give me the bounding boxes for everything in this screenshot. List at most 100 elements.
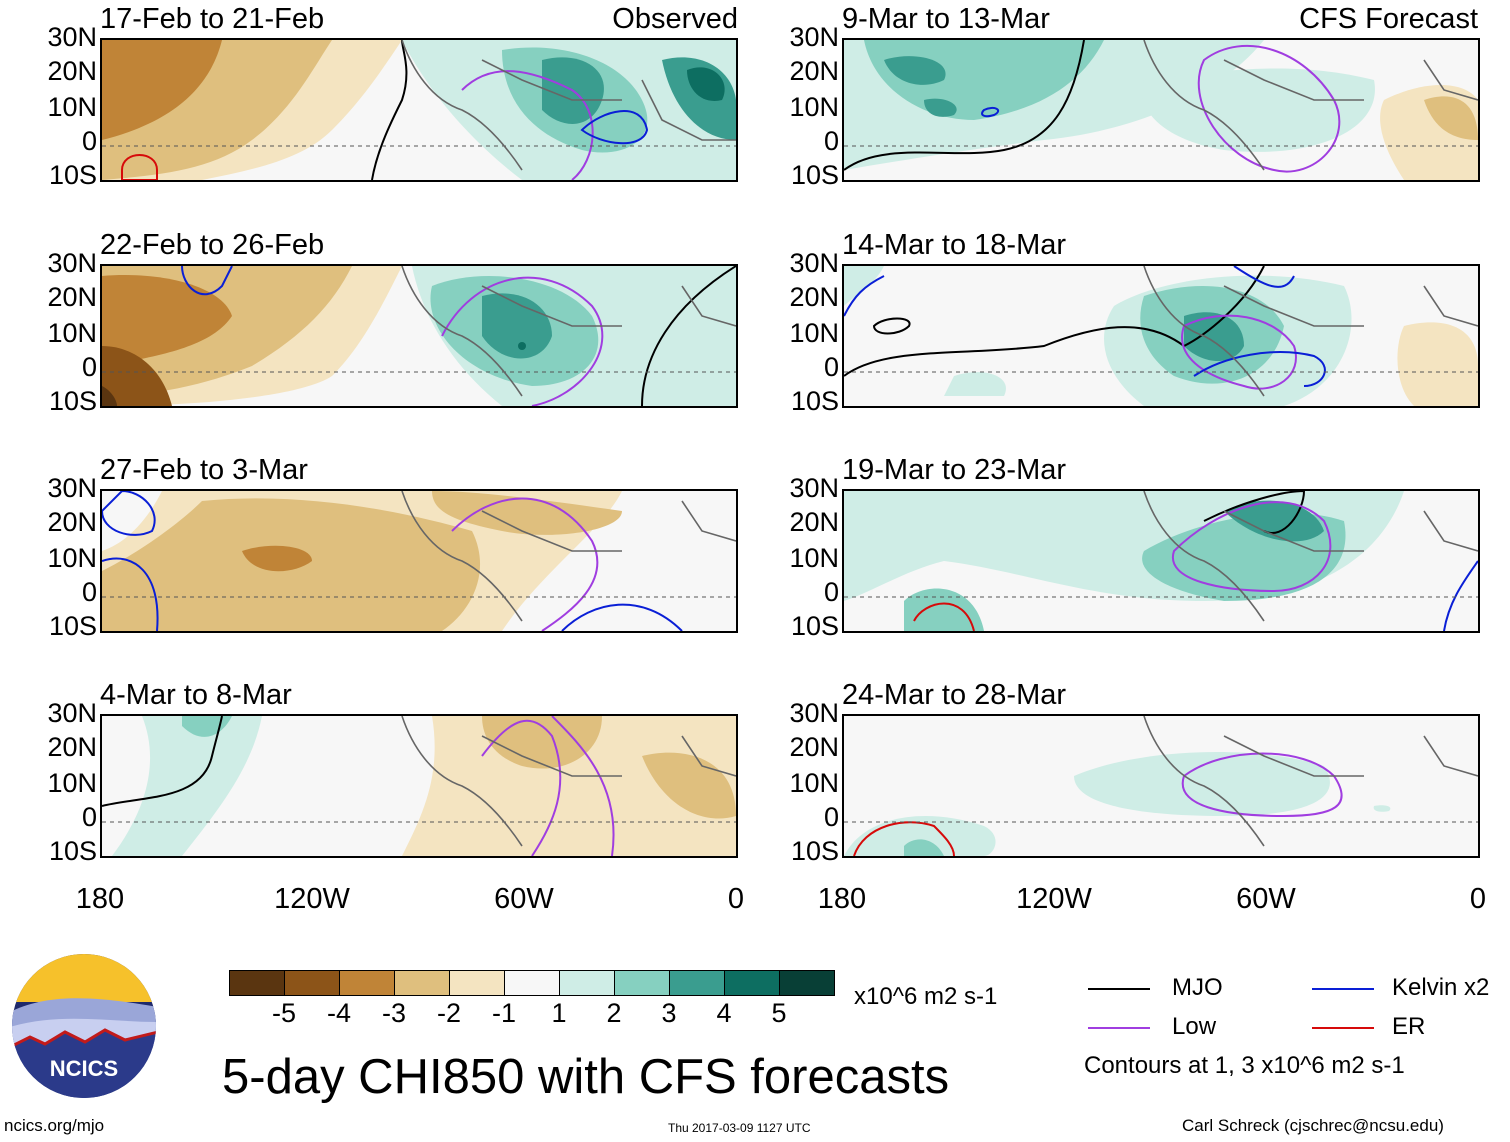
map-panel-forecast-1 — [842, 38, 1480, 182]
lat-label-left-1-0: 30N — [47, 22, 97, 52]
colorbar-swatch-9 — [724, 970, 780, 996]
lat-label-left-3-4: 10S — [48, 611, 97, 641]
lat-label-left-4-2: 10N — [47, 768, 97, 798]
lat-label-left-4-0: 30N — [47, 698, 97, 728]
lon-label-left-3: 0 — [727, 883, 745, 915]
lat-label-right-4-4: 10S — [790, 836, 839, 866]
map-panel-observed-4 — [100, 714, 738, 858]
lat-label-right-4-3: 0 — [823, 802, 839, 832]
lon-label-right-0: 180 — [817, 883, 867, 915]
lat-label-right-2-2: 10N — [789, 318, 839, 348]
colorbar-swatch-3 — [394, 970, 450, 996]
colorbar-swatch-5 — [504, 970, 560, 996]
lat-label-right-2-3: 0 — [823, 352, 839, 382]
lat-label-left-2-4: 10S — [48, 386, 97, 416]
timestamp: Thu 2017-03-09 1127 UTC — [668, 1121, 811, 1135]
map-panel-observed-2 — [100, 264, 738, 408]
lon-label-right-2: 60W — [1236, 883, 1296, 915]
lat-label-right-1-3: 0 — [823, 126, 839, 156]
lon-label-left-2: 60W — [494, 883, 554, 915]
lat-label-left-3-2: 10N — [47, 543, 97, 573]
colorbar — [229, 970, 835, 996]
map-panel-forecast-4 — [842, 714, 1480, 858]
colorbar-label-5: 1 — [551, 998, 567, 1028]
colorbar-label-4: -1 — [491, 998, 516, 1028]
map-panel-forecast-2 — [842, 264, 1480, 408]
colorbar-swatch-6 — [559, 970, 615, 996]
lat-label-left-1-1: 20N — [47, 56, 97, 86]
source-url[interactable]: ncics.org/mjo — [4, 1116, 105, 1135]
lat-label-right-2-0: 30N — [789, 248, 839, 278]
colorbar-swatch-4 — [449, 970, 505, 996]
lat-label-right-1-1: 20N — [789, 56, 839, 86]
lat-label-right-1-0: 30N — [789, 22, 839, 52]
author-credit: Carl Schreck (cjschrec@ncsu.edu) — [1182, 1116, 1444, 1135]
lat-label-left-3-1: 20N — [47, 507, 97, 537]
observed-label: Observed — [612, 3, 738, 35]
lat-label-left-3-3: 0 — [81, 577, 97, 607]
colorbar-label-8: 4 — [716, 998, 732, 1028]
legend-low-label: Low — [1172, 1013, 1217, 1040]
map-panel-forecast-3 — [842, 489, 1480, 633]
lat-label-right-2-4: 10S — [790, 386, 839, 416]
lat-label-right-1-4: 10S — [790, 160, 839, 190]
cfs-forecast-label: CFS Forecast — [1299, 3, 1478, 35]
lat-label-left-2-0: 30N — [47, 248, 97, 278]
panel-title-left-3: 27-Feb to 3-Mar — [100, 454, 308, 486]
map-panel-observed-3 — [100, 489, 738, 633]
lat-label-right-3-3: 0 — [823, 577, 839, 607]
lat-label-left-2-3: 0 — [81, 352, 97, 382]
colorbar-swatch-1 — [284, 970, 340, 996]
legend-low-line — [1088, 1027, 1150, 1029]
colorbar-label-6: 2 — [606, 998, 622, 1028]
colorbar-label-1: -4 — [326, 998, 351, 1028]
lat-label-right-3-1: 20N — [789, 507, 839, 537]
lat-label-right-4-2: 10N — [789, 768, 839, 798]
colorbar-swatch-10 — [779, 970, 835, 996]
colorbar-label-3: -2 — [436, 998, 461, 1028]
colorbar-swatch-8 — [669, 970, 725, 996]
lat-label-left-3-0: 30N — [47, 473, 97, 503]
legend-mjo-label: MJO — [1172, 974, 1223, 1001]
panel-title-left-2: 22-Feb to 26-Feb — [100, 229, 325, 261]
lon-label-left-0: 180 — [75, 883, 125, 915]
lat-label-left-4-4: 10S — [48, 836, 97, 866]
panel-title-right-4: 24-Mar to 28-Mar — [842, 679, 1067, 711]
lat-label-left-1-4: 10S — [48, 160, 97, 190]
panel-title-left-1: 17-Feb to 21-Feb — [100, 3, 325, 35]
colorbar-swatch-2 — [339, 970, 395, 996]
legend-note: Contours at 1, 3 x10^6 m2 s-1 — [1084, 1052, 1405, 1079]
lat-label-right-2-1: 20N — [789, 282, 839, 312]
lon-label-right-3: 0 — [1469, 883, 1487, 915]
legend-mjo-line — [1088, 988, 1150, 990]
colorbar-swatch-7 — [614, 970, 670, 996]
lat-label-left-4-1: 20N — [47, 732, 97, 762]
lat-label-left-1-3: 0 — [81, 126, 97, 156]
lat-label-right-3-4: 10S — [790, 611, 839, 641]
logo-text: NCICS — [50, 1056, 118, 1081]
panel-title-right-3: 19-Mar to 23-Mar — [842, 454, 1067, 486]
legend-kelvin-label: Kelvin x2 — [1392, 974, 1490, 1001]
legend-er-line — [1312, 1027, 1374, 1029]
lon-label-right-1: 120W — [1016, 883, 1092, 915]
colorbar-label-0: -5 — [271, 998, 296, 1028]
lat-label-left-2-2: 10N — [47, 318, 97, 348]
lat-label-right-3-0: 30N — [789, 473, 839, 503]
colorbar-label-2: -3 — [381, 998, 406, 1028]
colorbar-swatch-0 — [229, 970, 285, 996]
lat-label-left-4-3: 0 — [81, 802, 97, 832]
lon-label-left-1: 120W — [274, 883, 350, 915]
colorbar-units: x10^6 m2 s-1 — [854, 983, 998, 1010]
lat-label-right-4-0: 30N — [789, 698, 839, 728]
lat-label-left-1-2: 10N — [47, 92, 97, 122]
ncics-logo: NCICS — [10, 952, 158, 1100]
colorbar-label-7: 3 — [661, 998, 677, 1028]
panel-title-left-4: 4-Mar to 8-Mar — [100, 679, 292, 711]
map-panel-observed-1 — [100, 38, 738, 182]
legend-kelvin-line — [1312, 988, 1374, 990]
lat-label-left-2-1: 20N — [47, 282, 97, 312]
legend-er-label: ER — [1392, 1013, 1426, 1040]
main-title: 5-day CHI850 with CFS forecasts — [222, 1050, 950, 1104]
panel-title-right-1: 9-Mar to 13-Mar — [842, 3, 1050, 35]
colorbar-label-9: 5 — [771, 998, 787, 1028]
